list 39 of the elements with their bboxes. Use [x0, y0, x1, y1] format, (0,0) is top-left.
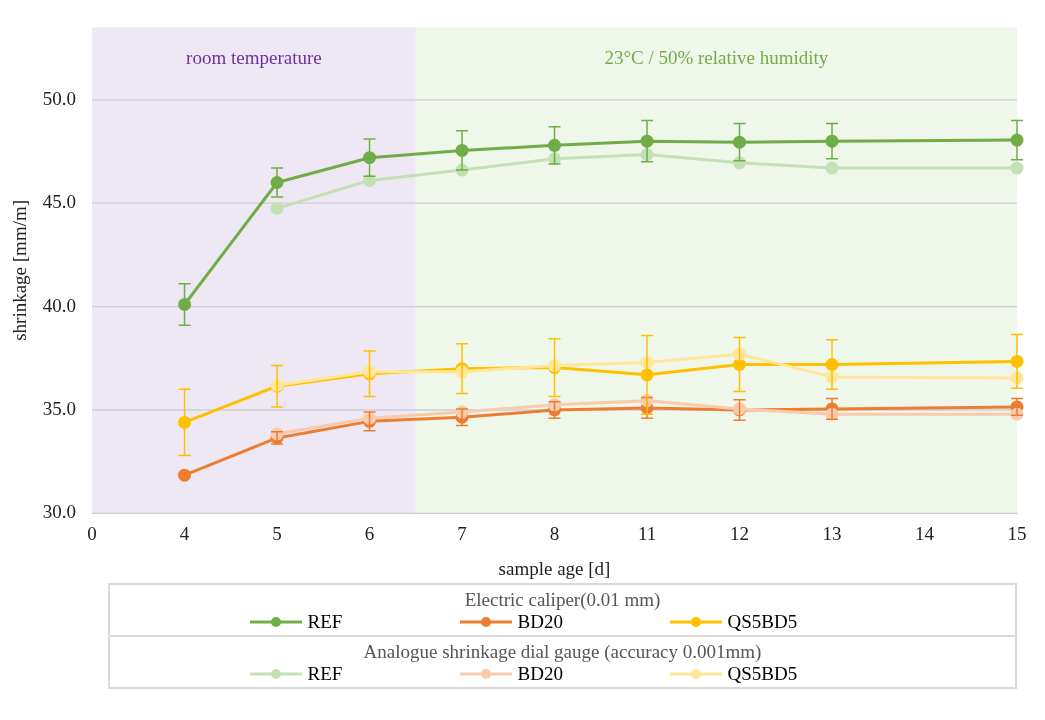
x-tick-label: 0	[87, 522, 97, 544]
band-label: room temperature	[186, 47, 322, 69]
point	[178, 415, 192, 429]
text: Analogue shrinkage dial gauge (accuracy 0.001mm)	[362, 641, 763, 663]
point	[1010, 161, 1024, 175]
point	[363, 173, 377, 187]
point	[733, 135, 747, 149]
y-tick-label: 50.0	[42, 87, 77, 109]
point	[363, 151, 377, 165]
point	[825, 161, 839, 175]
point	[548, 138, 562, 152]
legend-label: REF	[307, 611, 343, 633]
x-tick-label: 14	[915, 522, 935, 544]
point	[178, 298, 192, 312]
y-tick-label: 35.0	[42, 397, 77, 419]
y-tick-label: 45.0	[42, 191, 77, 213]
legend-label: BD20	[517, 663, 563, 685]
legend-label: BD20	[517, 611, 563, 633]
y-tick-label: 30.0	[42, 501, 77, 523]
point	[733, 358, 747, 371]
x-tick-label: 13	[822, 522, 842, 544]
x-axis-title: sample age [d]	[498, 557, 611, 579]
legend-label: QS5BD5	[727, 663, 798, 685]
x-tick-label: 15	[1007, 522, 1027, 544]
x-tick-label: 11	[637, 522, 657, 544]
x-tick-label: 7	[457, 522, 467, 544]
x-tick-label: 8	[549, 522, 560, 544]
x-tick-label: 6	[364, 522, 375, 544]
legend-label: REF	[307, 663, 343, 685]
point	[178, 468, 192, 482]
y-axis-title: shrinkage [mm/m]	[9, 199, 31, 341]
legend-label: QS5BD5	[727, 611, 798, 633]
x-tick-label: 4	[179, 522, 190, 544]
text: Electric caliper(0.01 mm)	[463, 589, 662, 611]
point	[270, 201, 284, 215]
y-tick-label: 40.0	[42, 294, 77, 316]
x-tick-label: 12	[730, 522, 750, 544]
x-tick-label: 5	[272, 522, 282, 544]
band-label: 23°C / 50% relative humidity	[604, 47, 829, 69]
